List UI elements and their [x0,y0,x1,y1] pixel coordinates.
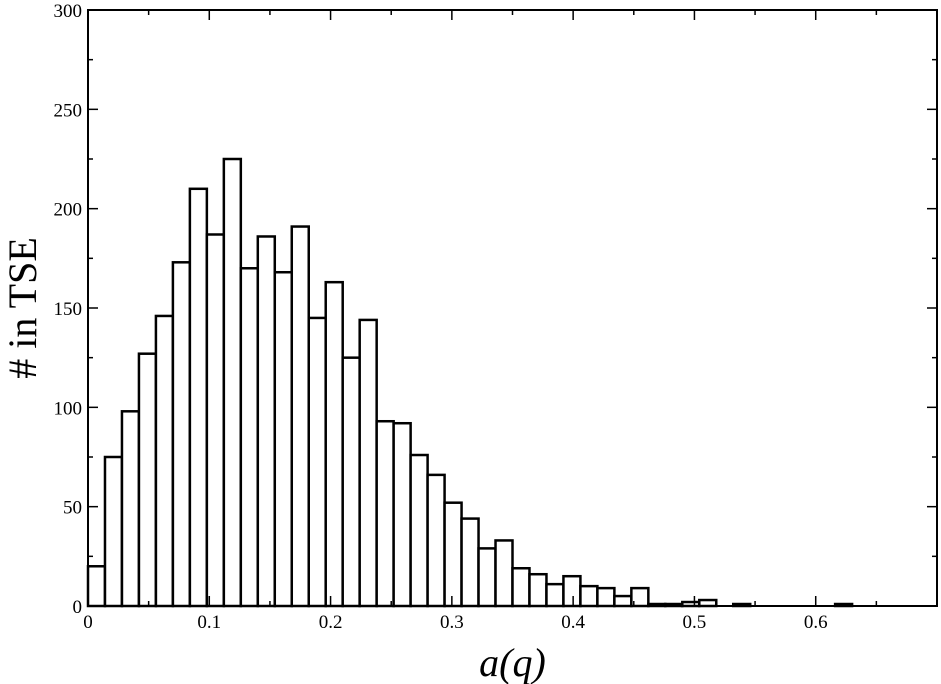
y-tick-label: 300 [54,1,83,22]
histogram-bar [511,567,531,608]
histogram-bar [137,352,158,608]
histogram-bar [460,517,480,608]
histogram-bar [613,594,633,608]
x-tick-label: 0.5 [683,612,707,633]
histogram-bar [120,410,141,608]
histogram-bar [596,586,616,608]
histogram-bar [375,419,395,608]
histogram-bar [103,455,124,608]
histogram-bar [443,501,463,608]
tick-labels-group: 0 0.1 0.2 0.3 0.4 0.5 0.6 0 50 100 150 200 250 300 [54,1,828,633]
histogram-bar [222,157,243,608]
histogram-bar [239,267,260,608]
histogram-bar [290,225,310,608]
histogram-bar [171,261,192,608]
x-tick-label: 0.6 [804,612,828,633]
histogram-bar [392,421,412,608]
histogram-bar [358,318,378,608]
histogram-bar [205,233,226,608]
histogram-bar [562,574,582,608]
histogram-bar [324,280,344,608]
y-tick-label: 100 [54,398,83,419]
histogram-bar [545,582,565,608]
y-axis-title: # in TSE [0,237,45,379]
histogram-bar [188,187,209,608]
histogram-bar [426,473,446,608]
histogram-bar [477,547,497,608]
x-tick-label: 0 [83,612,93,633]
histogram-bar [409,453,429,608]
x-tick-label: 0.2 [319,612,343,633]
ticks-group [87,9,937,607]
bars-group [86,157,854,608]
y-tick-label: 250 [54,100,83,121]
x-tick-label: 0.4 [561,612,585,633]
histogram-bar [528,572,548,608]
y-tick-label: 0 [73,597,83,618]
histogram-bar [307,316,327,608]
histogram-bar [273,270,294,608]
histogram-bar [494,539,514,608]
y-tick-label: 150 [54,299,83,320]
x-axis-title: a(q) [479,640,546,684]
y-tick-label: 200 [54,200,83,221]
histogram-bar [154,314,175,608]
histogram-bar [579,584,599,608]
histogram-bar [256,235,277,608]
histogram-bar [341,356,361,608]
x-tick-label: 0.1 [197,612,221,633]
y-tick-label: 50 [63,498,82,519]
x-tick-label: 0.3 [440,612,464,633]
histogram-bar [86,565,107,608]
